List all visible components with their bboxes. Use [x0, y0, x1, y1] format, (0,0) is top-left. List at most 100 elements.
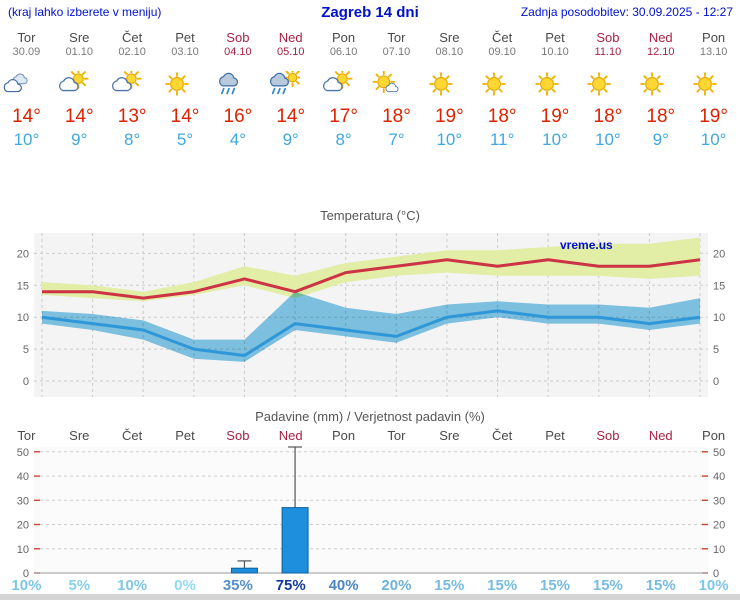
temp-high: 18° — [593, 106, 623, 127]
svg-text:20: 20 — [713, 520, 725, 532]
day-name: Pet — [545, 30, 565, 45]
forecast-day-03.10: Pet 03.10 14° 5° — [159, 30, 212, 150]
svg-text:0: 0 — [23, 376, 29, 388]
page-title: Zagreb 14 dni — [321, 4, 419, 21]
svg-text:10: 10 — [17, 544, 29, 556]
precip-probability: 20% — [381, 577, 412, 594]
temp-high: 17° — [329, 106, 358, 127]
precipitation-chart-title: Padavine (mm) / Verjetnost padavin (%) — [255, 409, 485, 424]
sunny-icon — [687, 71, 740, 101]
forecast-day-04.10: Sob 04.10 16° 4° — [211, 30, 264, 150]
last-update: Zadnja posodobitev: 30.09.2025 - 12:27 — [520, 5, 733, 19]
day-date: 04.10 — [224, 46, 252, 58]
day-name: Čet — [122, 30, 143, 45]
svg-text:40: 40 — [713, 471, 725, 483]
precip-probability: 10% — [117, 577, 148, 594]
precip-day-label: Sre — [439, 428, 460, 443]
day-name: Pet — [175, 30, 195, 45]
temp-high: 14° — [64, 106, 94, 127]
temp-low: 5° — [176, 130, 194, 149]
sunny-icon — [581, 71, 634, 101]
temp-high: 16° — [223, 106, 253, 127]
forecast-day-08.10: Sre 08.10 19° 10° — [423, 30, 476, 150]
rain-sun-icon — [264, 71, 317, 101]
precip-probability: 15% — [434, 577, 465, 594]
svg-text:10: 10 — [713, 312, 725, 324]
temp-low: 9° — [71, 130, 88, 149]
location-menu-note: (kraj lahko izberete v meniju) — [8, 5, 162, 19]
footer-strip — [0, 594, 740, 600]
precip-day-label: Pet — [175, 428, 195, 443]
svg-text:20: 20 — [17, 520, 29, 532]
svg-text:0: 0 — [713, 568, 719, 579]
temp-high: 18° — [487, 106, 517, 127]
svg-text:5: 5 — [23, 344, 29, 356]
svg-text:50: 50 — [17, 447, 29, 459]
temp-high: 18° — [382, 106, 411, 127]
forecast-day-13.10: Pon 13.10 19° 10° — [687, 30, 740, 150]
precip-probability: 15% — [645, 577, 676, 594]
svg-text:30: 30 — [713, 495, 725, 507]
partly-cloudy-icon — [317, 71, 370, 101]
precipitation-day-labels: Tor Sre Čet Pet Sob Ned Pon Tor Sre Čet Pet Sob Ned P… — [0, 428, 740, 443]
day-date: 03.10 — [171, 46, 199, 58]
temp-low: 10° — [700, 130, 727, 149]
forecast-day-06.10: Pon 06.10 17° 8° — [317, 30, 370, 150]
precip-probability: 75% — [275, 577, 306, 594]
day-name: Tor — [17, 30, 36, 45]
precip-bar — [281, 507, 309, 574]
forecast-day-01.10: Sre 01.10 14° 9° — [53, 30, 106, 150]
sunny-icon — [423, 71, 476, 101]
temp-low: 9° — [282, 130, 299, 149]
day-name: Sre — [69, 30, 90, 45]
svg-text:40: 40 — [17, 471, 29, 483]
sunny-icon — [159, 71, 212, 101]
precip-day-label: Pet — [545, 428, 565, 443]
precip-day-label: Tor — [387, 428, 406, 443]
temp-low: 7° — [388, 130, 405, 149]
precip-probability: 15% — [487, 577, 518, 594]
forecast-day-12.10: Ned 12.10 18° 9° — [634, 30, 687, 150]
svg-text:10: 10 — [17, 312, 29, 324]
forecast-day-05.10: Ned 05.10 14° 9° — [264, 30, 317, 150]
temp-low: 9° — [652, 130, 669, 149]
precip-day-label: Sob — [596, 428, 620, 443]
day-date: 12.10 — [646, 46, 675, 58]
day-date: 08.10 — [435, 46, 464, 58]
day-date: 11.10 — [594, 46, 622, 58]
svg-text:5: 5 — [713, 344, 719, 356]
precip-probability: 5% — [68, 577, 91, 594]
precip-bar — [230, 567, 258, 574]
svg-text:20: 20 — [17, 248, 29, 260]
vreme-us-watermark[interactable]: vreme.us — [560, 238, 613, 252]
partly-cloudy-icon — [106, 71, 159, 101]
day-date: 05.10 — [276, 46, 305, 58]
svg-text:20: 20 — [713, 248, 725, 260]
temp-low: 11° — [489, 130, 515, 149]
temp-high: 18° — [646, 106, 676, 127]
forecast-day-11.10: Sob 11.10 18° 10° — [581, 30, 634, 150]
svg-text:0: 0 — [713, 376, 719, 388]
svg-text:0: 0 — [23, 568, 29, 579]
precip-probability: 15% — [592, 577, 623, 594]
temp-low: 10° — [436, 130, 463, 149]
precip-day-label: Čet — [122, 428, 143, 443]
svg-text:50: 50 — [713, 447, 725, 459]
precip-day-label: Čet — [492, 428, 513, 443]
rain-icon — [211, 71, 264, 101]
forecast-day-02.10: Čet 02.10 13° 8° — [106, 30, 159, 150]
forecast-day-10.10: Pet 10.10 19° 10° — [529, 30, 582, 150]
cloudy-icon — [0, 71, 53, 101]
precip-day-label: Tor — [17, 428, 36, 443]
day-date: 01.10 — [65, 46, 94, 58]
day-date: 13.10 — [699, 46, 728, 58]
sunny-icon — [634, 71, 687, 101]
day-name: Čet — [492, 30, 513, 45]
partly-cloudy-icon — [53, 71, 106, 101]
temp-low: 10° — [13, 130, 40, 149]
precip-day-label: Sre — [69, 428, 90, 443]
temp-low: 10° — [595, 130, 621, 149]
svg-text:15: 15 — [17, 280, 29, 292]
precip-probability: 10% — [11, 577, 42, 594]
forecast-day-30.09: Tor 30.09 14° 10° — [0, 30, 53, 150]
